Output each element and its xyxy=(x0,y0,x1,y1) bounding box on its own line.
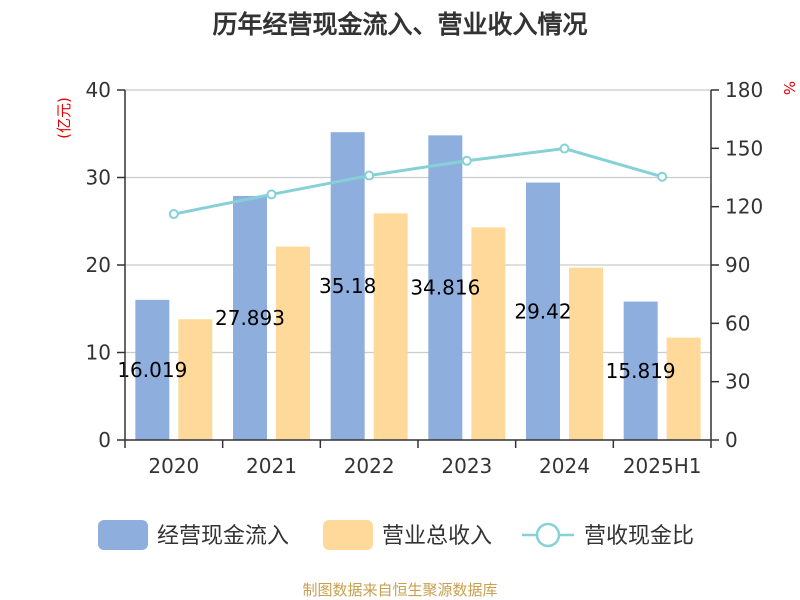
y-right-tick-label-4: 120 xyxy=(725,195,763,219)
bar-cashflow-2022 xyxy=(330,132,365,441)
y-left-tick-label-1: 10 xyxy=(86,341,111,365)
x-tick-label-2024: 2024 xyxy=(539,454,590,478)
bar-cashflow-2021 xyxy=(233,195,267,440)
y-left-tick-label-4: 40 xyxy=(86,78,111,102)
legend-swatch-revenue xyxy=(323,520,373,550)
bar-value-labels: 16.019 27.893 35.18 34.816 29.42 15.819 xyxy=(117,274,675,383)
bar-revenue-2024 xyxy=(569,267,603,440)
y-right-tick-label-5: 150 xyxy=(725,136,763,160)
bar-cashflow-2024 xyxy=(526,182,560,440)
legend-label-cashflow: 经营现金流入 xyxy=(157,524,289,549)
y-right-tick-label-3: 90 xyxy=(725,253,750,277)
ratio-point-2022 xyxy=(364,170,375,181)
ratio-point-2023 xyxy=(461,155,472,166)
legend-label-revenue: 营业总收入 xyxy=(382,524,492,549)
y-left-unit: (亿元) xyxy=(55,97,73,139)
bar-revenue-2021 xyxy=(276,246,310,440)
y-left-tick-label-3: 30 xyxy=(86,166,111,190)
bar-revenue-2025H1 xyxy=(666,337,701,440)
y-right-tick-label-0: 0 xyxy=(725,428,738,452)
ratio-polyline xyxy=(173,147,663,216)
axes: 0 10 20 30 40 0 30 60 90 120 150 180 2020 2021 2022 202… xyxy=(86,78,764,478)
legend-label-ratio: 营收现金比 xyxy=(584,524,694,549)
chart-title: 历年经营现金流入、营业收入情况 xyxy=(212,10,587,39)
bar-revenue-2023 xyxy=(471,227,506,440)
bar-revenue-2022 xyxy=(373,213,408,440)
value-label-cashflow-2023: 34.816 xyxy=(410,276,480,300)
y-right-unit: % xyxy=(780,81,798,95)
ratio-point-2024 xyxy=(559,143,570,154)
ratio-line xyxy=(168,143,668,220)
value-label-cashflow-2021: 27.893 xyxy=(215,306,285,330)
x-tick-label-2021: 2021 xyxy=(246,454,297,478)
legend-swatch-cashflow xyxy=(98,520,148,550)
gridlines xyxy=(125,89,711,354)
y-left-tick-label-0: 0 xyxy=(98,428,111,452)
bar-cashflow-2020 xyxy=(135,299,170,440)
x-tick-label-2025H1: 2025H1 xyxy=(623,454,702,478)
legend-marker-ratio xyxy=(535,522,561,548)
value-label-cashflow-2025H1: 15.819 xyxy=(606,359,676,383)
ratio-point-2025H1 xyxy=(657,171,668,182)
bar-cashflow-2023 xyxy=(428,135,463,441)
y-right-tick-label-6: 180 xyxy=(725,78,763,102)
y-right-tick-label-2: 60 xyxy=(725,311,750,335)
y-left-tick-label-2: 20 xyxy=(86,253,111,277)
source-note: 制图数据来自恒生聚源数据库 xyxy=(302,581,497,599)
ratio-point-2021 xyxy=(266,189,277,200)
bar-revenue-2020 xyxy=(178,319,213,440)
value-label-cashflow-2020: 16.019 xyxy=(117,358,187,382)
bars xyxy=(135,132,701,441)
x-tick-label-2022: 2022 xyxy=(344,454,395,478)
value-label-cashflow-2024: 29.42 xyxy=(514,299,571,323)
x-tick-label-2023: 2023 xyxy=(441,454,492,478)
ratio-point-2020 xyxy=(168,209,179,220)
x-tick-label-2020: 2020 xyxy=(148,454,199,478)
bar-cashflow-2025H1 xyxy=(623,301,658,440)
y-right-tick-label-1: 30 xyxy=(725,370,750,394)
value-label-cashflow-2022: 35.18 xyxy=(319,274,376,298)
legend: 经营现金流入 营业总收入 营收现金比 xyxy=(98,520,694,550)
